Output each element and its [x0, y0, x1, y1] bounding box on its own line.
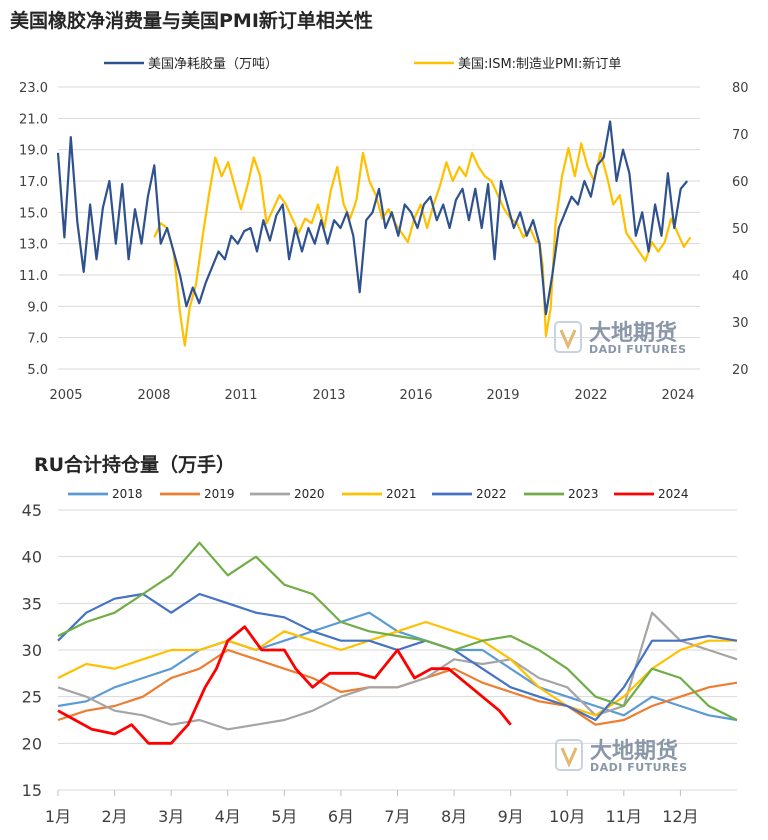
chart2-x-tick: 8月	[441, 807, 467, 826]
chart2-y-tick: 45	[22, 501, 42, 520]
chart1-left-tick: 7.0	[27, 332, 48, 347]
chart1-right-tick: 80	[732, 81, 749, 96]
chart1-legend: 美国净耗胶量（万吨） 美国:ISM:制造业PMI:新订单	[104, 56, 621, 72]
chart1-x-tick: 2013	[312, 388, 345, 403]
chart2-legend: 2018 2019 2020 2021 2022 2023 2024	[68, 487, 689, 501]
chart1-legend-label: 美国:ISM:制造业PMI:新订单	[458, 56, 621, 72]
chart1-left-tick: 11.0	[19, 269, 48, 284]
chart2-legend-label: 2018	[112, 487, 143, 501]
chart2-y-tick: 40	[22, 548, 42, 567]
chart2-x-tick: 1月	[45, 807, 71, 826]
chart2-x-tick: 4月	[215, 807, 241, 826]
chart2-x-tick: 2月	[101, 807, 127, 826]
chart2-legend-label: 2020	[294, 487, 325, 501]
chart2-legend-label: 2024	[658, 487, 689, 501]
chart1-left-tick: 5.0	[27, 363, 48, 378]
chart2-x-tick: 11月	[606, 807, 642, 826]
chart2-y-tick: 20	[22, 734, 42, 753]
chart1-left-tick: 15.0	[19, 206, 48, 221]
chart2-series-line-2022	[57, 592, 738, 722]
chart2-watermark-en: DADI FUTURES	[590, 761, 688, 774]
chart2-watermark-logo-icon	[555, 739, 583, 771]
chart1-right-tick: 50	[732, 222, 749, 237]
chart1-legend-label: 美国净耗胶量（万吨）	[148, 56, 278, 72]
chart1-left-tick: 19.0	[19, 144, 48, 159]
chart1-watermark-en: DADI FUTURES	[589, 343, 687, 356]
chart1-series	[56, 120, 692, 347]
chart1-right-tick: 20	[732, 363, 749, 378]
chart1-left-tick: 13.0	[19, 238, 48, 253]
chart2-x-tick: 6月	[328, 807, 354, 826]
chart1-svg: 23.0 21.0 19.0 17.0 15.0 13.0 11.0 9.0 7.0 5.0 80…	[19, 56, 749, 403]
chart2-series-line-2024	[57, 625, 512, 745]
chart1-x-tick: 2024	[661, 388, 694, 403]
chart2-y-axis-ticks: 45 40 35 30 25 20 15	[22, 501, 42, 800]
chart2-x-tick: 9月	[498, 807, 524, 826]
chart1-x-tick: 2016	[399, 388, 432, 403]
chart1-right-tick: 30	[732, 316, 749, 331]
chart2-series-line-2021	[57, 620, 737, 717]
chart2-y-tick: 30	[22, 641, 42, 660]
chart2-series	[57, 541, 738, 745]
chart1-x-tick: 2022	[574, 388, 607, 403]
chart1-right-tick: 40	[732, 269, 749, 284]
chart1-x-tick: 2008	[137, 388, 170, 403]
chart1-series-line-1	[153, 142, 692, 347]
chart2-series-line-2023	[57, 541, 738, 721]
chart2-x-tick: 7月	[384, 807, 410, 826]
chart1-right-tick: 60	[732, 175, 749, 190]
chart2-x-tick: 10月	[549, 807, 585, 826]
chart1-title: 美国橡胶净消费量与美国PMI新订单相关性	[10, 10, 373, 32]
chart2-title: RU合计持仓量（万手）	[34, 454, 236, 476]
chart2-y-tick: 25	[22, 688, 42, 707]
chart2-x-tick: 3月	[158, 807, 184, 826]
chart1-left-tick: 9.0	[27, 300, 48, 315]
chart2-legend-label: 2022	[476, 487, 507, 501]
chart1-right-tick: 70	[732, 128, 749, 143]
chart2-y-tick: 35	[22, 594, 42, 613]
chart2-x-tick: 12月	[662, 807, 698, 826]
chart1-left-tick: 23.0	[19, 81, 48, 96]
chart1-watermark-logo-icon	[554, 321, 582, 353]
chart2-legend-label: 2023	[568, 487, 599, 501]
chart1-x-tick: 2011	[224, 388, 257, 403]
chart1-watermark-cn: 大地期货	[589, 320, 677, 346]
chart2-y-tick: 15	[22, 781, 42, 800]
chart1-left-axis-ticks: 23.0 21.0 19.0 17.0 15.0 13.0 11.0 9.0 7.0 5.0	[19, 81, 48, 378]
chart2-x-axis-ticks: 1月 2月 3月 4月 5月 6月 7月 8月 9月 10月 11月 12月	[45, 790, 699, 826]
chart1-x-tick: 2005	[49, 388, 82, 403]
chart2-legend-label: 2019	[204, 487, 235, 501]
chart2-watermark-cn: 大地期货	[590, 738, 678, 764]
chart1-left-tick: 21.0	[19, 112, 48, 127]
chart1-series-line-0	[56, 120, 689, 316]
chart1-right-axis-ticks: 80 70 60 50 40 30 20	[732, 81, 749, 378]
chart2-x-tick: 5月	[271, 807, 297, 826]
chart2-legend-label: 2021	[386, 487, 417, 501]
chart1-x-tick: 2019	[486, 388, 519, 403]
chart1-x-axis-ticks: 2005 2008 2011 2013 2016 2019 2022 2024	[49, 388, 694, 403]
chart1-left-tick: 17.0	[19, 175, 48, 190]
